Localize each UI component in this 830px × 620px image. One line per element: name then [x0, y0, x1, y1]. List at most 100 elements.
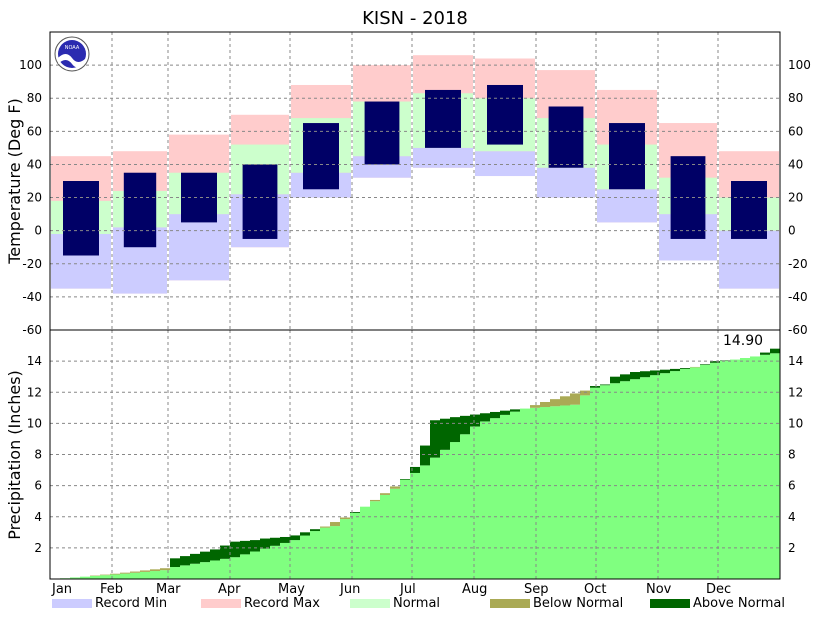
record-min-bar: [719, 230, 779, 289]
precip-below-normal: [550, 399, 561, 407]
precip-below-normal: [330, 522, 341, 527]
precip-below-normal: [130, 571, 141, 573]
month-labels: Jan Feb Mar Apr May Jun Jul Aug Sep Oct Nov Dec: [51, 582, 731, 597]
precip-tick-left: 8: [34, 448, 42, 462]
observed-bar: [63, 181, 99, 256]
month-label: Oct: [584, 582, 606, 597]
legend: Record Min Record Max Normal Below Norma…: [0, 596, 830, 616]
precip-normal-area: [580, 395, 591, 579]
precip-normal-area: [430, 457, 441, 579]
precip-normal-area: [620, 381, 631, 579]
precip-above-normal: [240, 540, 251, 555]
precip-tick-left: 14: [27, 354, 42, 368]
precip-normal-area: [120, 573, 131, 579]
observed-bar: [425, 89, 461, 148]
precip-normal-area: [480, 421, 491, 579]
record-min-bar: [597, 189, 657, 223]
precip-normal-area: [220, 558, 231, 579]
precip-above-normal: [430, 420, 441, 458]
temp-tick-left: 100: [19, 58, 42, 72]
precip-normal-area: [410, 472, 421, 579]
precip-normal-area: [140, 571, 151, 579]
record-min-bar: [475, 151, 535, 177]
precip-normal-area: [100, 575, 111, 579]
legend-swatch: [650, 599, 690, 608]
precip-above-normal: [170, 558, 181, 568]
observed-bar: [303, 123, 339, 190]
temp-tick-left: -40: [22, 290, 42, 304]
legend-swatch: [490, 599, 530, 608]
precip-normal-area: [290, 540, 301, 579]
legend-label: Record Min: [95, 596, 168, 611]
month-label: Nov: [646, 582, 672, 597]
temp-tick-left: -20: [22, 257, 42, 271]
temp-tick-left: 40: [27, 157, 42, 171]
precip-normal-area: [110, 574, 121, 579]
precip-normal-area: [710, 362, 721, 579]
precip-normal-area: [170, 567, 181, 579]
precip-above-normal: [710, 361, 721, 363]
month-label: Jul: [399, 582, 416, 597]
temp-tick-right: 80: [788, 91, 803, 105]
precip-above-normal: [300, 532, 311, 536]
observed-bar: [609, 123, 645, 190]
temp-tick-right: -40: [788, 290, 808, 304]
precip-below-normal: [160, 568, 171, 571]
precip-above-normal: [480, 413, 491, 422]
precip-normal-area: [190, 563, 201, 579]
record-min-bar: [413, 147, 473, 168]
precip-above-normal: [770, 348, 781, 354]
precip-normal-area: [320, 527, 331, 579]
precip-normal-area: [660, 373, 671, 579]
precip-below-normal: [110, 573, 121, 575]
precip-above-normal: [180, 556, 191, 566]
precip-normal-area: [380, 494, 391, 579]
precip-tick-right: 6: [788, 479, 796, 493]
precip-normal-area: [180, 565, 191, 579]
precip-above-normal: [410, 466, 421, 473]
month-label: Dec: [706, 582, 731, 597]
precip-normal-area: [540, 407, 551, 579]
precip-above-normal: [680, 368, 691, 370]
noaa-logo-icon: NOAA: [54, 36, 90, 72]
precip-normal-area: [590, 387, 601, 579]
precip-tick-right: 8: [788, 448, 796, 462]
precip-normal-area: [510, 411, 521, 579]
record-min-bar: [537, 167, 595, 198]
precip-normal-area: [80, 576, 91, 579]
precip-normal-area: [360, 506, 371, 579]
precip-normal-area: [740, 358, 751, 579]
month-label: Jun: [339, 582, 360, 597]
legend-swatch: [350, 599, 390, 608]
precip-above-normal: [760, 352, 771, 355]
precip-normal-area: [330, 526, 341, 579]
precip-normal-area: [520, 408, 531, 579]
precip-above-normal: [640, 371, 651, 378]
temp-tick-left: 20: [27, 191, 42, 205]
precip-normal-area: [760, 354, 771, 579]
observed-bar: [548, 106, 584, 168]
temp-tick-left: -60: [22, 323, 42, 337]
precip-normal-area: [270, 545, 281, 579]
legend-label: Normal: [393, 596, 441, 611]
legend-item-record-min: Record Min: [52, 596, 167, 611]
precip-tick-right: 10: [788, 416, 803, 430]
precip-normal-area: [550, 406, 561, 579]
precip-below-normal: [140, 570, 151, 572]
temp-tick-right: 60: [788, 124, 803, 138]
precip-normal-area: [350, 512, 361, 579]
precip-above-normal: [440, 418, 451, 450]
precip-normal-area: [720, 360, 731, 579]
precipitation-ticks: 2 2 4 4 6 6 8 8 10 10 12 12 14 14: [27, 354, 804, 555]
temp-tick-left: 80: [27, 91, 42, 105]
precip-above-normal: [280, 536, 291, 543]
precip-normal-area: [200, 562, 211, 579]
precip-below-normal: [150, 569, 161, 572]
precip-below-normal: [100, 574, 111, 576]
precip-normal-area: [90, 575, 101, 579]
precip-above-normal: [470, 414, 481, 427]
precip-above-normal: [230, 541, 241, 558]
temp-tick-right: 20: [788, 191, 803, 205]
precip-normal-area: [390, 488, 401, 579]
precip-normal-area: [640, 377, 651, 579]
